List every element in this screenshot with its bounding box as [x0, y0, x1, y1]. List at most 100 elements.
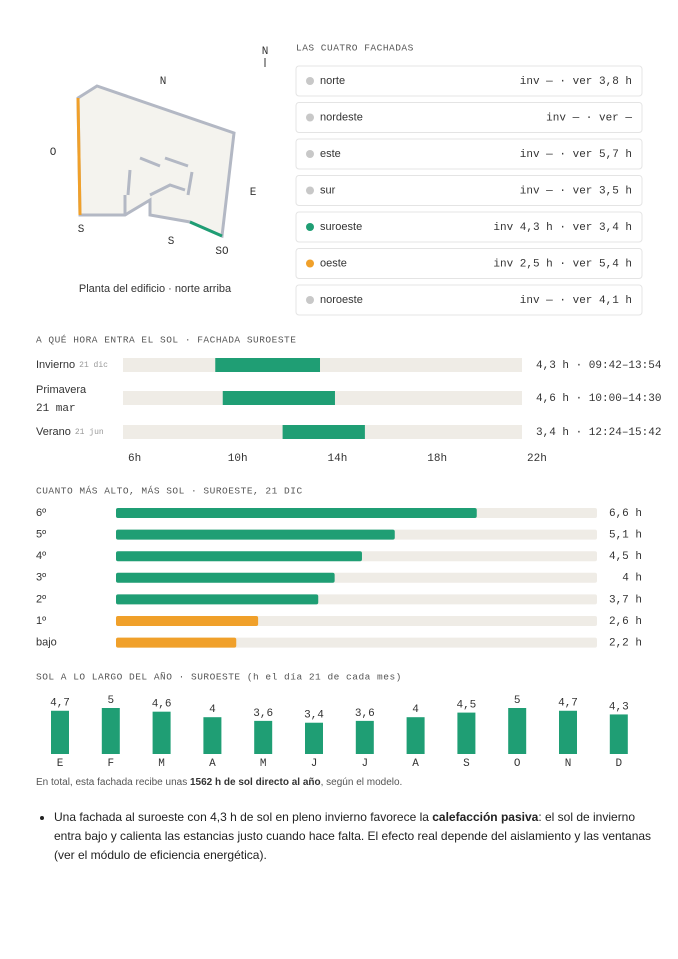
note-list: Una fachada al suroeste con 4,3 h de sol… [36, 808, 664, 865]
facade-hours: inv — · ver — [546, 112, 632, 124]
value-label: 2,6 h [609, 616, 642, 628]
value-label: 4,7 [50, 698, 70, 710]
x-tick-label: 6h [128, 453, 141, 465]
dir-label: O [50, 147, 57, 159]
value-label: 5,1 h [609, 530, 642, 542]
column [305, 722, 323, 754]
column [203, 717, 222, 754]
value-label: 4,3 h · 09:42–13:54 [536, 360, 662, 372]
range-bar [282, 425, 365, 439]
facade-dot [306, 113, 314, 122]
plan-caption: Planta del edificio · norte arriba [79, 283, 232, 295]
chart-title: CUANTO MÁS ALTO, MÁS SOL · SUROESTE, 21 … [36, 486, 303, 497]
facade-hours: inv 2,5 h · ver 5,4 h [493, 258, 632, 270]
range-bar [222, 391, 335, 405]
facade-dot [306, 259, 314, 268]
inner-walls [123, 156, 194, 215]
row-label: Verano 21 jun [36, 426, 104, 438]
value-label: 5 [107, 695, 114, 707]
row-label: 4º [36, 550, 46, 562]
track [123, 358, 522, 372]
facade-row [295, 175, 643, 206]
row-label: bajo [36, 637, 57, 649]
facade-dot [306, 77, 314, 85]
x-tick-label: O [514, 758, 521, 770]
value-label: 4,3 [609, 701, 629, 713]
value-label: 4 [209, 704, 216, 716]
bar [116, 616, 259, 626]
summary-text: , según el modelo. [320, 777, 403, 788]
value-label: 4,6 [152, 699, 172, 711]
row-label: 5º [36, 529, 46, 541]
x-tick-label: A [412, 758, 419, 770]
row-label: 1º [36, 615, 46, 627]
x-tick-label: N [565, 758, 572, 770]
x-tick-label: A [209, 758, 216, 770]
value-label: 4,6 h · 10:00–14:30 [536, 393, 661, 405]
value-label: 2,2 h [609, 638, 642, 650]
row-label: Primavera [36, 384, 87, 396]
summary-text: En total, esta fachada recibe unas [36, 777, 190, 788]
facade-dot [306, 150, 314, 158]
floor-plan: N N O E S S SO Planta del edificio · nor… [50, 46, 269, 295]
facade-dot [306, 223, 314, 231]
row-sub: 21 jun [75, 428, 104, 437]
dir-label: SO [215, 246, 229, 258]
row-label: 6º [36, 507, 46, 519]
x-tick-label: 18h [427, 453, 447, 465]
row-name: Invierno [36, 359, 75, 371]
value-label: 4 [412, 704, 419, 716]
dir-label: S [78, 224, 85, 236]
row-label: 3º [36, 572, 46, 584]
section-title: LAS CUATRO FACHADAS [296, 43, 414, 54]
facade-row [295, 102, 643, 133]
row-sub: 21 mar [36, 403, 76, 415]
row-sub: 21 dic [79, 361, 108, 370]
summary: En total, esta fachada recibe unas 1562 … [36, 777, 402, 788]
note: Una fachada al suroeste con 4,3 h de sol… [54, 808, 664, 865]
value-label: 3,6 [355, 708, 375, 720]
facade-row [295, 248, 643, 279]
column [559, 710, 577, 754]
value-label: 3,4 [304, 710, 324, 722]
value-label: 3,4 h · 12:24–15:42 [536, 427, 661, 439]
row-name: Verano [36, 426, 71, 438]
column [355, 720, 374, 754]
value-label: 6,6 h [609, 508, 642, 520]
compass: N [262, 46, 269, 58]
dir-label: N [160, 76, 167, 88]
value-label: 3,6 [253, 708, 273, 720]
chart-title: A QUÉ HORA ENTRA EL SOL · FACHADA SUROES… [36, 335, 296, 346]
bar [116, 637, 237, 648]
x-tick-label: E [57, 758, 64, 770]
x-tick-label: J [361, 758, 368, 770]
canvas: N N O E S S SO Planta del edificio · nor… [36, 43, 662, 770]
x-tick-label: F [107, 758, 114, 770]
note-text: Una fachada al suroeste con 4,3 h de sol… [54, 810, 433, 824]
bar [116, 572, 335, 583]
facade-hours: inv — · ver 3,8 h [520, 76, 632, 88]
x-tick-label: M [260, 758, 267, 770]
x-tick-label: 10h [228, 453, 248, 465]
facade-hours: inv — · ver 3,5 h [520, 185, 632, 197]
facade-name: sur [320, 184, 336, 196]
bar [116, 508, 477, 518]
column [254, 720, 273, 754]
x-tick-label: 14h [328, 453, 348, 465]
value-label: 4,7 [558, 698, 578, 710]
dir-label: S [168, 236, 175, 248]
facade-row [295, 211, 643, 243]
row-name: Primavera [36, 384, 87, 396]
chart-title: SOL A LO LARGO DEL AÑO · SUROESTE (h el … [36, 672, 402, 683]
column [152, 711, 171, 754]
facade-name: suroeste [320, 221, 362, 233]
facade-name: noroeste [320, 294, 363, 306]
value-label: 4,5 [456, 700, 476, 712]
row-label: Invierno 21 dic [36, 359, 108, 371]
range-bar [215, 358, 321, 372]
x-tick-label: M [158, 758, 165, 770]
plan-outline [76, 84, 236, 239]
column [406, 717, 425, 754]
x-tick-label: 22h [527, 453, 547, 465]
